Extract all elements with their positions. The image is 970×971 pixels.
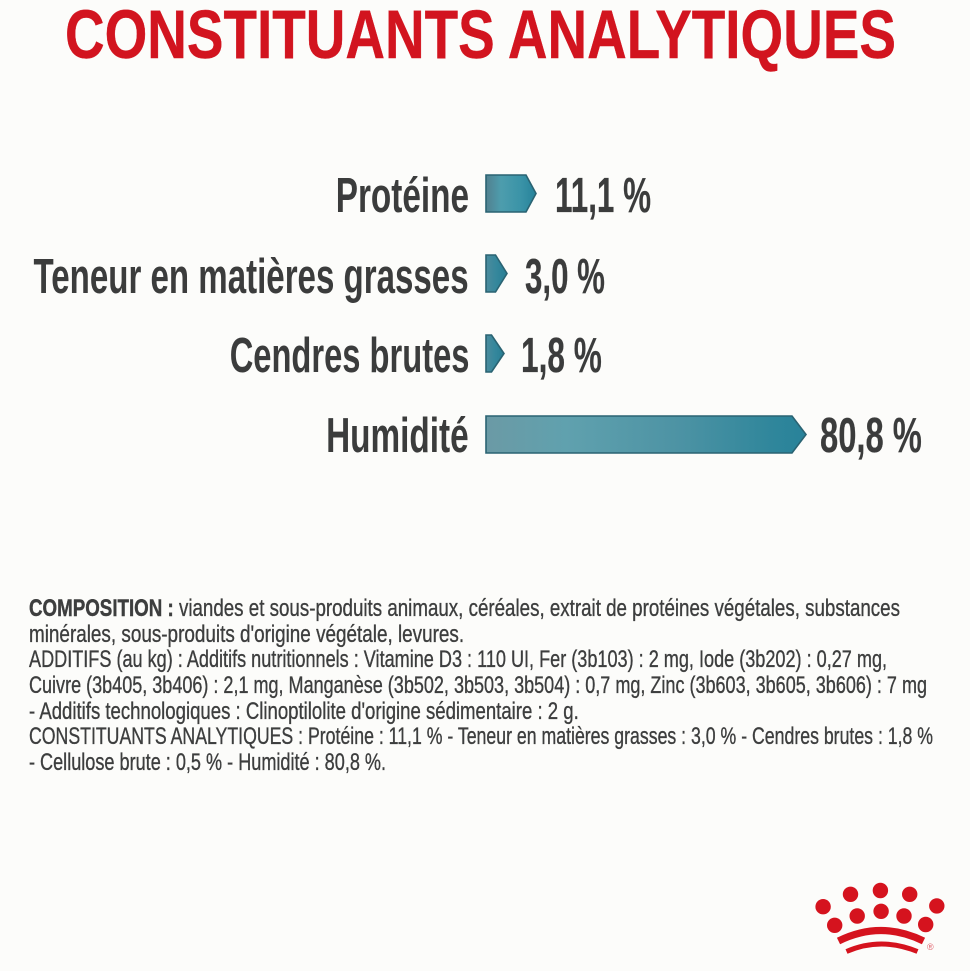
svg-text:®: ® [927,942,934,952]
